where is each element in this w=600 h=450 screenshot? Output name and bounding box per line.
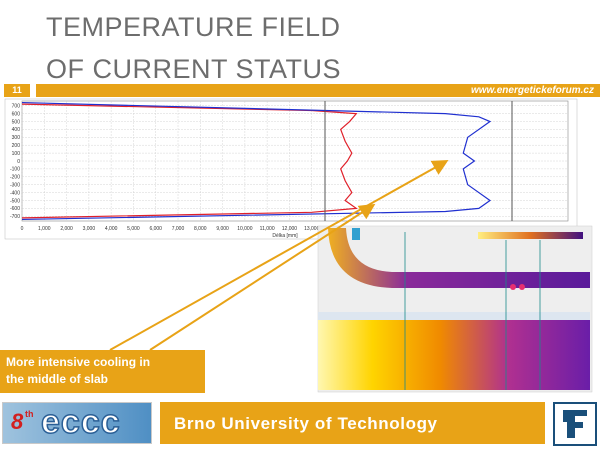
y-tick-label: -200 [10,175,20,181]
x-tick-label: 10,000 [237,226,253,232]
footer-text: Brno University of Technology [174,414,438,433]
x-tick-label: 1,000 [38,226,51,232]
callout-line: the middle of slab [6,372,109,386]
slide-number: 11 [4,84,30,97]
series-line [21,101,492,221]
university-logo [553,402,597,446]
y-tick-label: 400 [12,127,21,133]
y-tick-label: -700 [10,214,20,220]
x-tick-label: 2,000 [60,226,73,232]
x-tick-label: 0 [21,226,24,232]
y-tick-label: -400 [10,190,20,196]
logo-number: 8 [11,409,24,434]
x-tick-label: 8,000 [194,226,207,232]
header-bar: www.energetickeforum.cz [36,84,600,97]
x-tick-label: 6,000 [149,226,162,232]
callout: More intensive cooling in the middle of … [0,350,205,393]
x-tick-label: 7,000 [172,226,185,232]
simulation-image [317,225,593,393]
y-tick-label: 500 [12,119,21,125]
x-tick-label: 12,000 [282,226,298,232]
x-tick-label: 5,000 [127,226,140,232]
x-tick-label: 9,000 [216,226,229,232]
y-tick-label: -100 [10,167,20,173]
y-tick-label: 700 [12,104,21,110]
y-tick-label: -500 [10,198,20,204]
url: www.energetickeforum.cz [471,85,594,96]
y-tick-label: 200 [12,143,21,149]
logo: 8 th eccc [2,402,152,444]
y-tick-label: 600 [12,111,21,117]
x-tick-label: 11,000 [260,226,275,232]
logo-text: eccc [40,402,121,442]
footer-bar: Brno University of Technology [160,402,545,444]
y-tick-label: 0 [17,159,20,165]
arrow [109,160,449,351]
title-line: TEMPERATURE FIELD [46,12,341,42]
y-tick-label: 100 [12,151,21,157]
logo-suffix: th [25,409,34,419]
title-line: OF CURRENT STATUS [46,54,342,84]
x-tick-label: 13,000 [304,226,320,232]
x-tick-label: 4,000 [105,226,118,232]
x-axis-label: Délka [mm] [272,233,298,239]
callout-line: More intensive cooling in [6,355,151,369]
arrow [149,203,376,351]
y-tick-label: -600 [10,206,20,212]
x-tick-label: 3,000 [83,226,96,232]
y-tick-label: 300 [12,135,21,141]
series-line [21,103,358,219]
y-tick-label: -300 [10,182,20,188]
